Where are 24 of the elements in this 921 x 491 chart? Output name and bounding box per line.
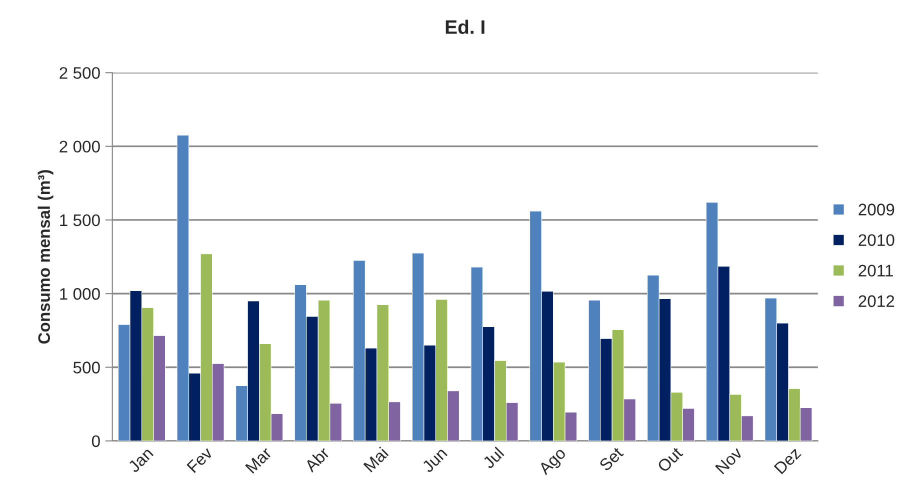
- x-tick-label: Set: [598, 446, 624, 472]
- x-tick-label: Nov: [715, 446, 744, 474]
- x-tick-label: Ago: [538, 446, 569, 478]
- x-tick-label: Jan: [127, 446, 154, 474]
- y-axis-title: Consumo mensal (m³): [38, 170, 54, 344]
- x-tick-label: Out: [656, 446, 684, 473]
- legend-label: 2009: [858, 204, 894, 216]
- y-tick-label: 1 500: [60, 214, 100, 226]
- x-tick-label: Mai: [362, 446, 389, 472]
- legend-label: 2010: [858, 234, 894, 246]
- y-tick-label: 2 500: [60, 67, 100, 79]
- legend-label: 2011: [858, 264, 893, 277]
- x-tick-label: Jul: [482, 446, 504, 470]
- y-tick-label: 0: [92, 435, 100, 448]
- x-tick-label: Abr: [303, 446, 330, 473]
- x-tick-label: Mar: [245, 446, 272, 474]
- y-tick-label: 1 000: [60, 288, 100, 300]
- x-tick-label: Jun: [421, 446, 448, 474]
- legend-label: 2012: [858, 295, 894, 308]
- y-tick-label: 500: [73, 362, 100, 374]
- x-tick-label: Fev: [186, 446, 214, 474]
- chart-title: Ed. I: [446, 20, 484, 34]
- y-tick-label: 2 000: [60, 140, 100, 153]
- x-tick-label: Dez: [774, 446, 802, 474]
